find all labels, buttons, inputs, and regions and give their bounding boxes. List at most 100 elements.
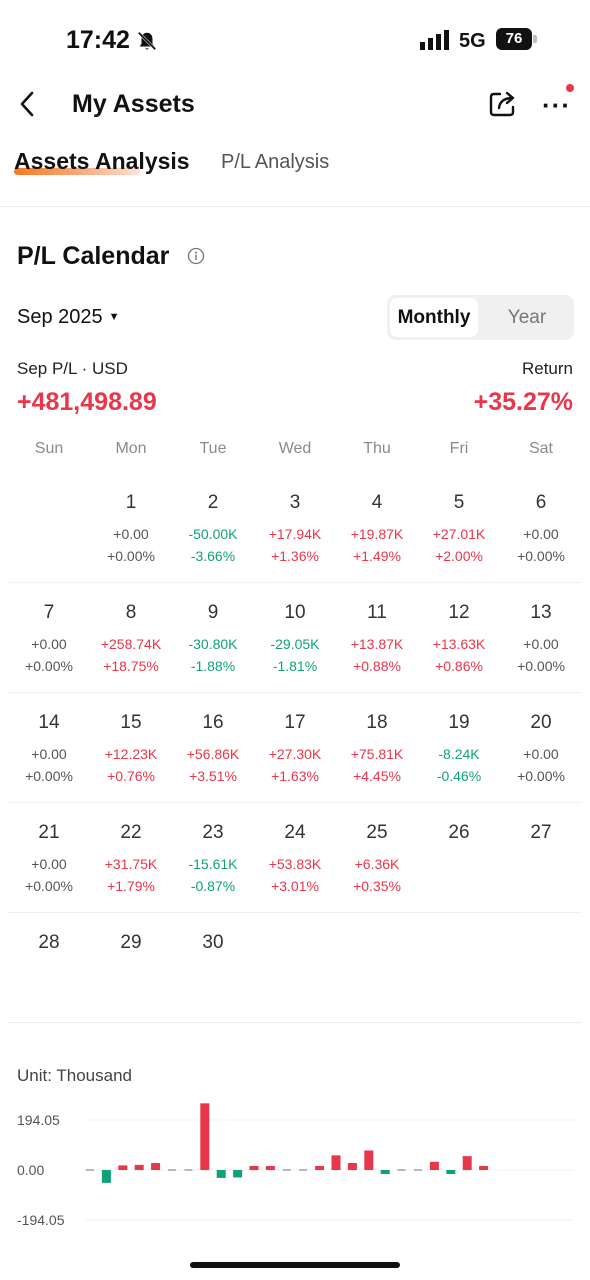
- chart-bar[interactable]: [347, 1162, 357, 1170]
- calendar-day-21[interactable]: 21 +0.00 +0.00%: [8, 802, 90, 912]
- calendar-day-19[interactable]: 19 -8.24K -0.46%: [418, 692, 500, 802]
- day-pl-percent: +1.63%: [271, 768, 319, 784]
- day-pl-percent: +1.79%: [107, 878, 155, 894]
- day-pl-value: +6.36K: [354, 856, 400, 872]
- chart-bar[interactable]: [429, 1161, 439, 1170]
- calendar-day-3[interactable]: 3 +17.94K +1.36%: [254, 472, 336, 582]
- chart-bar[interactable]: [462, 1156, 472, 1170]
- day-number: 18: [366, 712, 388, 733]
- chart-bar[interactable]: [233, 1170, 243, 1178]
- day-number: 4: [371, 492, 383, 513]
- calendar-day-11[interactable]: 11 +13.87K +0.88%: [336, 582, 418, 692]
- week-divider: [8, 912, 582, 913]
- calendar-day-2[interactable]: 2 -50.00K -3.66%: [172, 472, 254, 582]
- chart-bar[interactable]: [118, 1165, 128, 1170]
- day-number: 29: [120, 932, 142, 953]
- calendar-day-1[interactable]: 1 +0.00 +0.00%: [90, 472, 172, 582]
- chart-bar[interactable]: [216, 1170, 226, 1178]
- day-pl-percent: -0.87%: [190, 878, 236, 894]
- calendar-day-26[interactable]: 26: [418, 802, 500, 912]
- battery-icon: 76: [496, 28, 532, 50]
- return-label: Return: [521, 359, 573, 378]
- back-button[interactable]: [12, 86, 48, 122]
- weekday-label: Thu: [363, 440, 391, 457]
- day-pl-percent: +4.45%: [353, 768, 401, 784]
- page-title: My Assets: [72, 90, 195, 118]
- calendar-day-13[interactable]: 13 +0.00 +0.00%: [500, 582, 582, 692]
- section-title: P/L Calendar: [17, 242, 170, 270]
- calendar-day-17[interactable]: 17 +27.30K +1.63%: [254, 692, 336, 802]
- day-number: 8: [125, 602, 137, 623]
- chart-bar[interactable]: [151, 1163, 161, 1170]
- chart-bar[interactable]: [200, 1103, 210, 1170]
- calendar-day-14[interactable]: 14 +0.00 +0.00%: [8, 692, 90, 802]
- chart-bar[interactable]: [479, 1166, 489, 1170]
- chart-bar[interactable]: [364, 1150, 374, 1170]
- chart-bar[interactable]: [249, 1166, 259, 1170]
- day-pl-percent: +0.00%: [25, 878, 73, 894]
- tab-assets-analysis[interactable]: Assets Analysis: [14, 148, 190, 174]
- day-pl-value: -50.00K: [188, 526, 238, 542]
- calendar-day-7[interactable]: 7 +0.00 +0.00%: [8, 582, 90, 692]
- info-icon[interactable]: [187, 247, 205, 265]
- day-pl-percent: +18.75%: [103, 658, 159, 674]
- calendar-day-4[interactable]: 4 +19.87K +1.49%: [336, 472, 418, 582]
- calendar-day-25[interactable]: 25 +6.36K +0.35%: [336, 802, 418, 912]
- calendar-day-20[interactable]: 20 +0.00 +0.00%: [500, 692, 582, 802]
- calendar-day-18[interactable]: 18 +75.81K +4.45%: [336, 692, 418, 802]
- chart-bar[interactable]: [265, 1166, 275, 1170]
- calendar-day-10[interactable]: 10 -29.05K -1.81%: [254, 582, 336, 692]
- calendar-day-23[interactable]: 23 -15.61K -0.87%: [172, 802, 254, 912]
- toggle-year[interactable]: Year: [507, 307, 547, 328]
- day-pl-value: +13.87K: [350, 636, 404, 652]
- calendar-day-8[interactable]: 8 +258.74K +18.75%: [90, 582, 172, 692]
- weekday-label: Fri: [449, 440, 469, 457]
- calendar-day-24[interactable]: 24 +53.83K +3.01%: [254, 802, 336, 912]
- day-pl-value: -29.05K: [270, 636, 320, 652]
- calendar-day-27[interactable]: 27: [500, 802, 582, 912]
- chart-bar[interactable]: [134, 1164, 144, 1170]
- day-pl-percent: +0.88%: [353, 658, 401, 674]
- tab-active-underline: [14, 168, 140, 175]
- day-pl-value: +258.74K: [100, 636, 162, 652]
- day-pl-value: -8.24K: [438, 746, 480, 762]
- day-number: 30: [202, 932, 224, 953]
- day-pl-percent: +0.35%: [353, 878, 401, 894]
- calendar-day-28[interactable]: 28: [8, 912, 90, 1022]
- weekday-label: Wed: [278, 440, 312, 457]
- calendar-day-6[interactable]: 6 +0.00 +0.00%: [500, 472, 582, 582]
- calendar-day-5[interactable]: 5 +27.01K +2.00%: [418, 472, 500, 582]
- chart-bar[interactable]: [101, 1170, 111, 1183]
- day-pl-percent: -1.88%: [190, 658, 236, 674]
- calendar-day-9[interactable]: 9 -30.80K -1.88%: [172, 582, 254, 692]
- day-number: 2: [207, 492, 219, 513]
- y-tick-label: -194.05: [17, 1212, 65, 1228]
- calendar-day-30[interactable]: 30: [172, 912, 254, 1022]
- calendar-day-16[interactable]: 16 +56.86K +3.51%: [172, 692, 254, 802]
- more-button[interactable]: ···: [540, 84, 576, 122]
- y-tick-label: 194.05: [17, 1112, 60, 1128]
- chart-bar[interactable]: [331, 1155, 341, 1170]
- chart-bar[interactable]: [380, 1170, 390, 1174]
- notification-dot: [566, 84, 574, 92]
- day-pl-value: -30.80K: [188, 636, 238, 652]
- home-indicator[interactable]: [190, 1262, 400, 1268]
- divider: [8, 1022, 582, 1023]
- tab-pl-analysis[interactable]: P/L Analysis: [221, 151, 330, 173]
- day-number: 19: [448, 712, 470, 733]
- chart-bar[interactable]: [446, 1170, 456, 1175]
- calendar-day-22[interactable]: 22 +31.75K +1.79%: [90, 802, 172, 912]
- day-pl-value: +27.01K: [432, 526, 486, 542]
- month-selector[interactable]: Sep 2025 ▼: [17, 306, 120, 329]
- day-number: 17: [284, 712, 306, 733]
- bell-muted-icon: [137, 31, 157, 51]
- day-pl-value: +75.81K: [350, 746, 404, 762]
- calendar-day-15[interactable]: 15 +12.23K +0.76%: [90, 692, 172, 802]
- day-pl-percent: +0.00%: [517, 548, 565, 564]
- calendar-day-12[interactable]: 12 +13.63K +0.86%: [418, 582, 500, 692]
- share-button[interactable]: [486, 86, 520, 120]
- toggle-monthly[interactable]: Monthly: [390, 298, 478, 337]
- chart-bar[interactable]: [315, 1166, 325, 1170]
- pl-value: +481,498.89: [17, 388, 157, 416]
- calendar-day-29[interactable]: 29: [90, 912, 172, 1022]
